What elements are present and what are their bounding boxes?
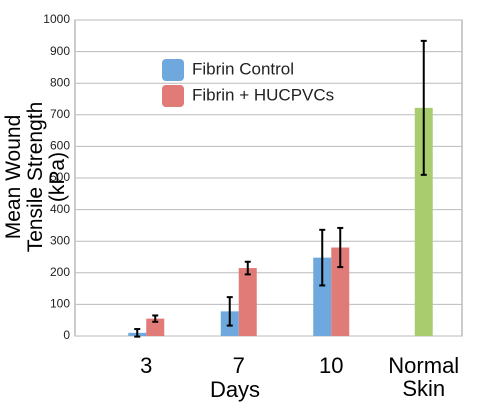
y-tick-label: 800 bbox=[50, 75, 70, 89]
bar bbox=[313, 257, 332, 336]
y-tick-label: 300 bbox=[50, 233, 70, 247]
bar bbox=[414, 107, 433, 337]
x-tick-label: Normal Skin bbox=[388, 353, 460, 402]
x-axis-label: Days bbox=[209, 377, 261, 402]
y-tick-label: 100 bbox=[50, 297, 70, 311]
legend-swatch bbox=[162, 85, 184, 107]
bar bbox=[146, 318, 165, 336]
legend-label: Fibrin Control bbox=[192, 59, 294, 78]
y-tick-label: 700 bbox=[50, 107, 70, 121]
y-tick-label: 500 bbox=[50, 170, 70, 184]
y-tick-label: 200 bbox=[50, 265, 70, 279]
x-tick-label: 3 bbox=[140, 353, 153, 378]
y-tick-label: 600 bbox=[50, 139, 70, 153]
y-tick-label: 1000 bbox=[43, 12, 70, 26]
bar bbox=[331, 247, 350, 336]
legend-swatch bbox=[162, 59, 184, 81]
y-tick-label: 0 bbox=[63, 328, 70, 342]
legend-label: Fibrin + HUCPVCs bbox=[192, 85, 334, 104]
y-tick-label: 400 bbox=[50, 202, 70, 216]
bar bbox=[238, 268, 257, 336]
x-tick-label: 10 bbox=[319, 353, 344, 378]
y-axis-label: Mean Wound Tensile Strength (kPa) bbox=[2, 101, 70, 253]
y-tick-label: 900 bbox=[50, 44, 70, 58]
x-tick-label: 7 bbox=[232, 353, 245, 378]
